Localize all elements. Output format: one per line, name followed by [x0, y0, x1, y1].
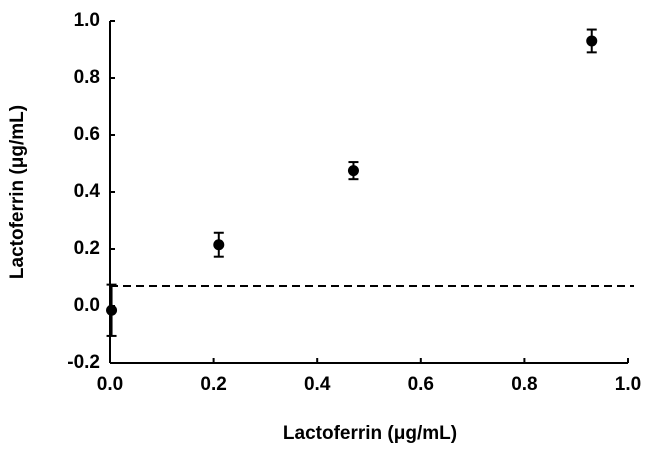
x-tick-label: 0.8	[511, 374, 537, 395]
y-tick-label: 0.4	[74, 181, 101, 202]
x-tick-label: 0.0	[97, 374, 123, 395]
x-tick-label: 0.6	[408, 374, 434, 395]
x-tick-label: 1.0	[615, 374, 641, 395]
data-point	[106, 304, 118, 316]
y-tick-label: 0.2	[74, 238, 100, 259]
x-tick-label: 0.2	[200, 374, 226, 395]
y-axis-label: Lactoferrin (μg/mL)	[7, 105, 28, 279]
x-tick-label: 0.4	[304, 374, 331, 395]
data-point	[347, 165, 359, 177]
y-tick-label: 0.0	[74, 295, 100, 316]
data-point	[586, 35, 598, 47]
x-axis-label: Lactoferrin (μg/mL)	[283, 423, 457, 444]
data-point	[213, 239, 225, 251]
y-tick-label: 0.8	[74, 67, 100, 88]
y-tick-label: 0.6	[74, 124, 100, 145]
y-tick-label: 1.0	[74, 10, 100, 31]
y-tick-label: -0.2	[67, 352, 100, 373]
